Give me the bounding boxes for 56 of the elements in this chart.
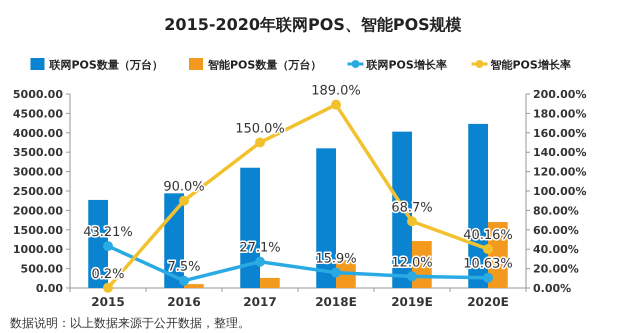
y2-tick-label: 0.00% [533, 282, 572, 295]
data-label: 40.16% [463, 228, 513, 244]
y2-tick-label: 20.00% [533, 262, 579, 276]
point [483, 272, 493, 283]
legend-label: 智能POS数量（万台） [207, 58, 322, 72]
x-tick-label: 2018E [315, 295, 357, 309]
point [407, 216, 417, 226]
point [179, 276, 189, 286]
y-tick-label: 3500.00 [12, 146, 64, 160]
data-label: 150.0% [235, 122, 285, 136]
point [179, 196, 189, 206]
data-label: 189.0% [311, 84, 361, 99]
y2-tick-label: 180.00% [533, 107, 586, 120]
point [255, 256, 265, 267]
y2-tick-label: 60.00% [533, 224, 579, 237]
point [255, 138, 265, 148]
y-tick-label: 0.00 [36, 282, 64, 295]
y2-tick-label: 160.00% [533, 126, 586, 140]
data-label: 10.63% [463, 256, 513, 272]
y-tick-label: 5000.00 [12, 88, 64, 101]
x-tick-label: 2019E [391, 295, 433, 309]
x-tick-label: 2016 [167, 295, 201, 309]
data-label: 0.2% [91, 266, 125, 282]
text: 数据说明：以上数据来源于公开数据，整理。 [10, 316, 250, 330]
point [331, 100, 341, 110]
chart-title: 2015-2020年联网POS、智能POS规模 [164, 15, 462, 34]
y-tick-label: 4500.00 [12, 107, 64, 120]
y2-tick-label: 100.00% [533, 185, 586, 198]
y2-tick-label: 80.00% [533, 204, 579, 218]
y-tick-label: 2500.00 [12, 185, 64, 198]
x-tick-label: 2020E [467, 295, 509, 309]
data-label: 15.9% [315, 252, 357, 267]
y-tick-label: 2000.00 [12, 204, 64, 218]
y-tick-label: 4000.00 [12, 126, 64, 140]
y-tick-label: 3000.00 [12, 166, 64, 179]
x-tick-label: 2017 [243, 295, 277, 309]
x-tick-label: 2015 [91, 295, 125, 309]
point [331, 268, 341, 278]
point [103, 282, 113, 293]
point [483, 244, 493, 254]
data-label: 68.7% [391, 200, 433, 216]
legend-label: 联网POS数量（万台） [48, 58, 163, 72]
y2-tick-label: 200.00% [533, 88, 586, 101]
bar [184, 284, 204, 288]
data-label: 12.0% [391, 255, 433, 270]
bar [260, 278, 280, 288]
legend-label: 智能POS增长率 [490, 58, 571, 72]
point [103, 241, 113, 252]
y2-tick-label: 120.00% [533, 166, 586, 179]
y-tick-label: 1000.00 [12, 243, 64, 256]
y2-tick-label: 40.00% [533, 243, 579, 256]
point [407, 271, 417, 282]
legend-label: 联网POS增长率 [366, 58, 447, 72]
y-tick-label: 500.00 [20, 262, 64, 276]
y-tick-label: 1500.00 [12, 224, 64, 237]
y2-tick-label: 140.00% [533, 146, 586, 160]
